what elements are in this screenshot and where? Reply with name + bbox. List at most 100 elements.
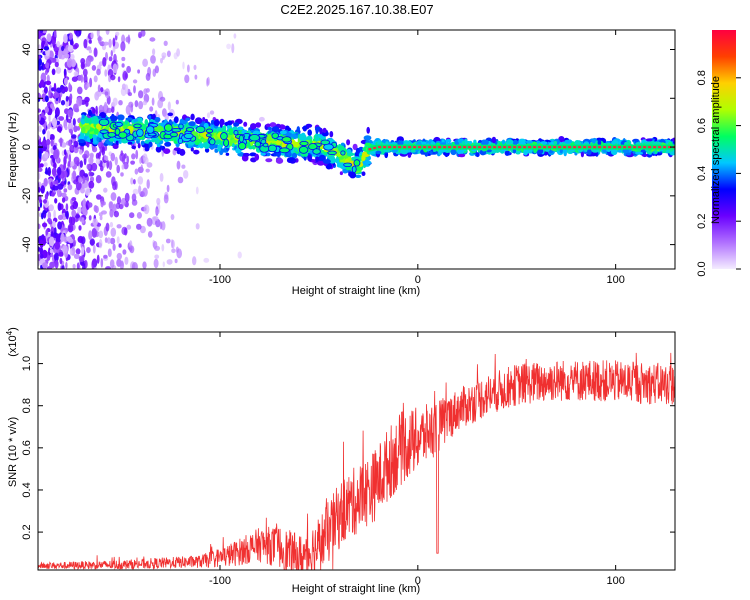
heat-cell <box>132 79 138 84</box>
heat-cell <box>410 149 417 153</box>
spectrogram-y-tick-label: 0 <box>21 144 33 150</box>
heat-cell <box>64 86 68 93</box>
heat-cell <box>188 141 195 145</box>
heat-cell <box>51 68 56 76</box>
heat-cell <box>40 254 44 259</box>
heat-cell <box>131 153 136 160</box>
heat-cell <box>458 153 466 158</box>
heat-cell <box>76 262 80 269</box>
snr-multiplier: (x104) <box>5 327 19 357</box>
heat-cell <box>138 90 144 99</box>
heat-cell <box>642 151 646 156</box>
spectrogram-x-label: Height of straight line (km) <box>292 285 420 297</box>
heat-cell <box>71 134 77 139</box>
heat-cell <box>50 103 54 109</box>
spectrogram-x-tick-label: 100 <box>606 274 624 286</box>
heat-cell <box>88 230 93 241</box>
heat-cell <box>38 167 43 172</box>
heat-cell <box>121 155 126 165</box>
heat-peak <box>254 140 261 148</box>
heat-peak <box>114 128 121 136</box>
heat-cell <box>75 176 79 183</box>
heat-cell <box>47 211 52 220</box>
heat-cell <box>96 123 102 130</box>
heat-cell <box>67 44 74 53</box>
heat-cell <box>125 84 129 95</box>
heat-cell <box>63 149 67 156</box>
heat-cell <box>267 126 272 131</box>
heat-cell <box>156 197 161 205</box>
heat-peak <box>262 142 269 148</box>
heat-cell <box>47 218 52 223</box>
heat-cell <box>175 99 179 105</box>
heat-cell <box>352 143 358 151</box>
heat-cell <box>645 141 649 146</box>
heat-cell <box>163 148 171 155</box>
heat-cell <box>44 106 49 114</box>
heat-cell <box>57 202 62 211</box>
heat-cell <box>361 171 366 176</box>
heat-cell <box>445 139 452 143</box>
heat-cell <box>46 130 51 141</box>
heat-cell <box>67 223 74 233</box>
heat-cell <box>206 77 209 87</box>
snr-marks <box>38 352 675 570</box>
heat-cell <box>68 216 73 225</box>
heat-cell <box>173 116 179 124</box>
heat-cell <box>50 181 53 188</box>
heat-cell <box>48 247 51 256</box>
heat-cell <box>338 156 344 160</box>
heat-cell <box>98 35 101 44</box>
heat-cell <box>116 196 122 205</box>
heat-cell <box>89 152 94 159</box>
heat-cell <box>38 114 41 122</box>
heat-cell <box>385 141 389 146</box>
heat-cell <box>118 243 122 248</box>
heat-cell <box>137 143 141 149</box>
heat-cell <box>96 90 102 97</box>
snr-y-tick-label: 0.4 <box>21 482 33 497</box>
heat-cell <box>400 148 409 155</box>
heat-cell <box>109 208 114 218</box>
heat-cell <box>112 37 116 47</box>
heat-peak <box>209 138 216 146</box>
heat-cell <box>63 162 66 171</box>
colorbar-tick-label: 0.4 <box>696 166 708 181</box>
heat-cell <box>78 176 83 184</box>
heat-cell <box>62 49 69 55</box>
heat-cell <box>74 108 80 113</box>
heat-cell <box>86 82 90 88</box>
heat-cell <box>42 222 48 228</box>
heat-cell <box>456 149 463 154</box>
heat-cell <box>157 99 164 109</box>
heat-cell <box>38 171 41 180</box>
heat-cell <box>80 74 84 83</box>
heat-cell <box>167 101 171 111</box>
heat-cell <box>104 145 108 151</box>
heat-cell <box>64 125 68 131</box>
heat-cell <box>176 160 181 170</box>
heat-cell <box>72 240 76 247</box>
heat-cell <box>92 244 96 254</box>
heat-cell <box>56 166 62 176</box>
heat-cell <box>103 254 108 259</box>
heat-cell <box>52 145 57 151</box>
heat-cell <box>120 150 124 157</box>
heat-cell <box>586 149 592 155</box>
heat-cell <box>88 180 95 189</box>
heat-cell <box>269 122 277 128</box>
heat-peak <box>299 140 309 146</box>
heat-cell <box>78 149 83 155</box>
heat-cell <box>65 95 69 102</box>
snr-multiplier-base: (x10 <box>7 335 19 356</box>
heat-peak <box>238 141 247 150</box>
colorbar-label: Normalized spectral amplitude <box>710 76 722 224</box>
heat-cell <box>149 106 154 112</box>
colorbar-tick-label: 0.0 <box>696 261 708 276</box>
heat-cell <box>126 155 129 165</box>
heat-cell <box>71 197 77 201</box>
heat-cell <box>203 142 210 150</box>
heat-cell <box>73 146 79 154</box>
heat-cell <box>48 114 51 122</box>
heat-cell <box>98 104 104 114</box>
